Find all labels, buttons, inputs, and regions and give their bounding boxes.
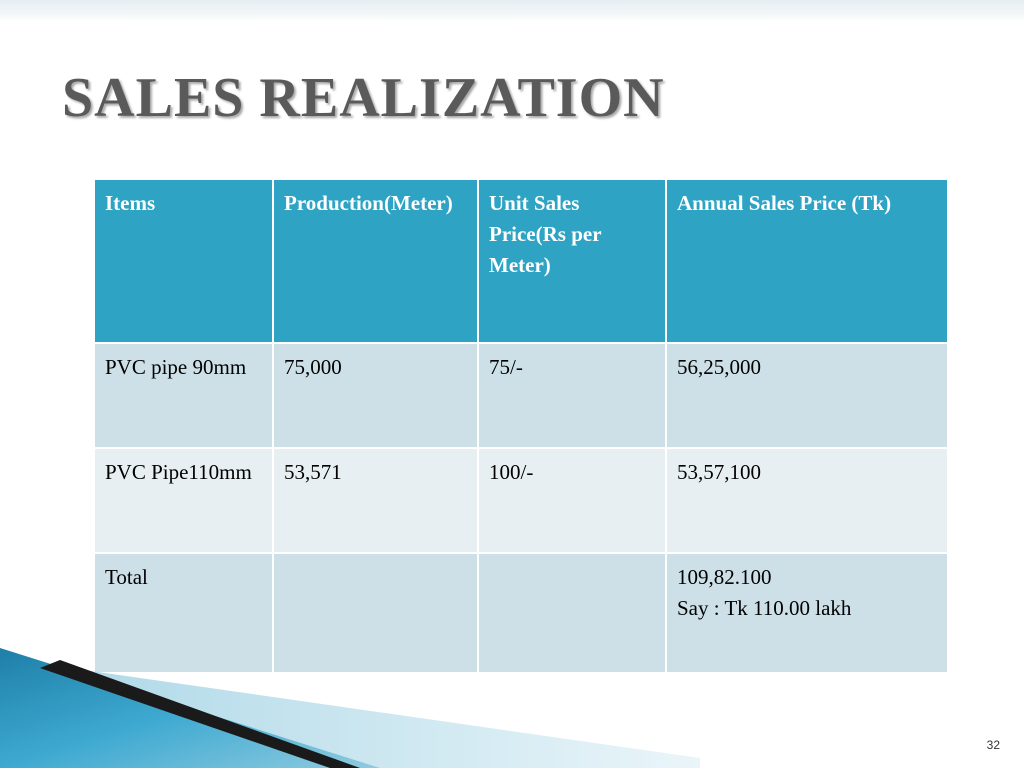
bottom-wave-decoration bbox=[0, 648, 700, 768]
table-row: PVC Pipe110mm 53,571 100/- 53,57,100 bbox=[93, 447, 949, 554]
cell-unit-price bbox=[477, 552, 667, 674]
cell-annual-price: 109,82.100 Say : Tk 110.00 lakh bbox=[665, 552, 949, 674]
cell-item-text: PVC pipe 90mm bbox=[105, 355, 247, 379]
cell-unit-price-text: 75/- bbox=[489, 355, 523, 379]
cell-item: Total bbox=[93, 552, 274, 674]
cell-unit-price: 100/- bbox=[477, 447, 667, 554]
cell-production: 53,571 bbox=[272, 447, 479, 554]
slide-title: SALES REALIZATION bbox=[62, 67, 665, 129]
table-row: PVC pipe 90mm 75,000 75/- 56,25,000 bbox=[93, 342, 949, 449]
cell-annual-price: 56,25,000 bbox=[665, 342, 949, 449]
cell-annual-price: 53,57,100 bbox=[665, 447, 949, 554]
cell-production-text: 75,000 bbox=[284, 355, 342, 379]
sales-table: Items Production(Meter) Unit Sales Price… bbox=[93, 178, 949, 674]
table-header-row: Items Production(Meter) Unit Sales Price… bbox=[93, 178, 949, 344]
cell-production-text: 53,571 bbox=[284, 460, 342, 484]
header-items: Items bbox=[93, 178, 274, 344]
cell-production bbox=[272, 552, 479, 674]
cell-annual-price-text: 109,82.100 bbox=[677, 565, 772, 589]
cell-item: PVC pipe 90mm bbox=[93, 342, 274, 449]
table-row-total: Total 109,82.100 Say : Tk 110.00 lakh bbox=[93, 552, 949, 674]
cell-item-text: PVC Pipe110mm bbox=[105, 460, 252, 484]
header-production: Production(Meter) bbox=[272, 178, 479, 344]
top-decorative-stripe bbox=[0, 0, 1024, 22]
header-unit-sales-price: Unit Sales Price(Rs per Meter) bbox=[477, 178, 667, 344]
wave-dark-band bbox=[40, 660, 360, 768]
cell-item: PVC Pipe110mm bbox=[93, 447, 274, 554]
cell-unit-price: 75/- bbox=[477, 342, 667, 449]
cell-annual-price-text: 53,57,100 bbox=[677, 460, 761, 484]
page-number: 32 bbox=[986, 738, 1000, 752]
cell-item-text: Total bbox=[105, 565, 148, 589]
cell-production: 75,000 bbox=[272, 342, 479, 449]
cell-annual-price-text: 56,25,000 bbox=[677, 355, 761, 379]
cell-unit-price-text: 100/- bbox=[489, 460, 534, 484]
header-annual-sales-price: Annual Sales Price (Tk) bbox=[665, 178, 949, 344]
cell-annual-note: Say : Tk 110.00 lakh bbox=[677, 596, 852, 620]
